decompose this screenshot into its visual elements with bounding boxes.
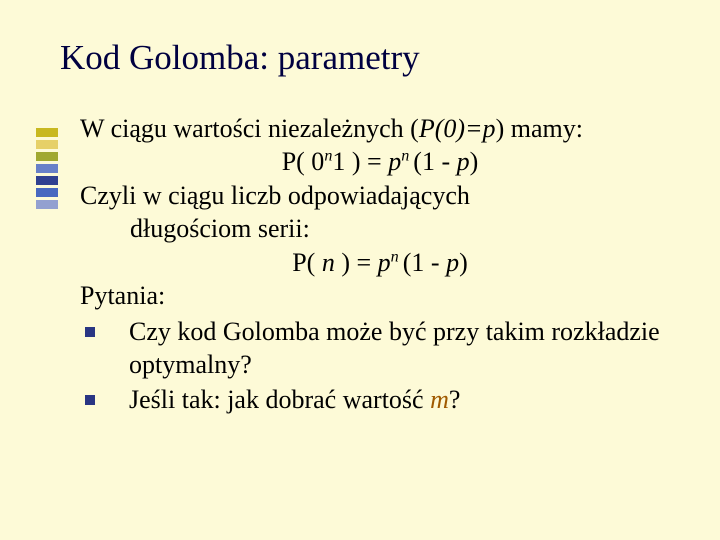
superscript: n	[391, 248, 403, 265]
text: ?	[449, 385, 461, 414]
bullet-icon	[85, 327, 95, 337]
text: W ciągu wartości niezależnych (	[80, 114, 419, 143]
var: p	[446, 248, 459, 277]
deco-bar	[36, 152, 58, 161]
slide-body: W ciągu wartości niezależnych (P(0)=p) m…	[80, 112, 680, 416]
text: (1 -	[413, 147, 456, 176]
text: )	[470, 147, 479, 176]
var: p	[457, 147, 470, 176]
slide-title: Kod Golomba: parametry	[60, 38, 420, 78]
text: ) =	[335, 248, 378, 277]
formula: P(0)=p	[419, 114, 496, 143]
superscript: n	[401, 148, 413, 165]
paragraph-2: Czyli w ciągu liczb odpowiadających	[80, 179, 680, 212]
text: P( 0	[282, 147, 325, 176]
deco-bar	[36, 176, 58, 185]
text: 1 ) =	[332, 147, 388, 176]
text: długościom serii:	[130, 214, 310, 243]
list-item: Jeśli tak: jak dobrać wartość m?	[80, 383, 680, 416]
deco-bar	[36, 200, 58, 209]
var: n	[322, 248, 335, 277]
equation-1: P( 0n1 ) = pn (1 - p)	[80, 145, 680, 179]
text: (1 -	[403, 248, 446, 277]
bullet-icon	[85, 395, 95, 405]
var: p	[388, 147, 401, 176]
text: P(	[292, 248, 322, 277]
paragraph-1: W ciągu wartości niezależnych (P(0)=p) m…	[80, 112, 680, 145]
paragraph-2b: długościom serii:	[130, 212, 680, 245]
text: Czyli w ciągu liczb odpowiadających	[80, 181, 470, 210]
equation-2: P( n ) = pn (1 - p)	[80, 246, 680, 280]
text: Pytania:	[80, 281, 165, 310]
list-item: Czy kod Golomba może być przy takim rozk…	[80, 315, 680, 382]
paragraph-3: Pytania:	[80, 279, 680, 312]
text: )	[459, 248, 468, 277]
bullet-text: Jeśli tak: jak dobrać wartość m?	[129, 383, 680, 416]
bullet-text: Czy kod Golomba może być przy takim rozk…	[129, 315, 680, 382]
text: ) mamy:	[496, 114, 583, 143]
deco-bar	[36, 164, 58, 173]
deco-bar	[36, 140, 58, 149]
var: p	[378, 248, 391, 277]
deco-bar	[36, 128, 58, 137]
text: Jeśli tak: jak dobrać wartość	[129, 385, 430, 414]
decorative-bars	[36, 128, 58, 212]
deco-bar	[36, 188, 58, 197]
var-m: m	[430, 385, 449, 414]
